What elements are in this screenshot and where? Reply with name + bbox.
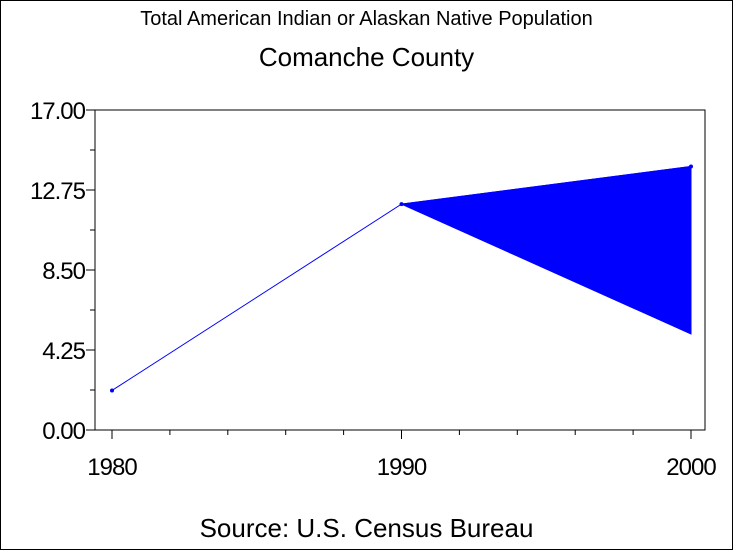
chart-source: Source: U.S. Census Bureau — [199, 513, 534, 543]
x-tick-label: 2000 — [666, 454, 716, 481]
chart-title: Total American Indian or Alaskan Native … — [140, 8, 593, 30]
y-tick-label: 17.00 — [30, 98, 86, 125]
y-tick-label: 12.75 — [30, 178, 86, 205]
data-point — [689, 164, 693, 169]
chart-subtitle: Comanche County — [258, 42, 475, 72]
y-tick-label: 0.00 — [42, 418, 85, 445]
x-tick-label: 1990 — [377, 454, 427, 481]
data-point — [399, 202, 404, 207]
y-tick-label: 4.25 — [42, 338, 85, 365]
filled-band — [399, 165, 692, 335]
data-point — [110, 388, 114, 393]
y-tick-label: 8.50 — [42, 258, 85, 285]
x-tick-label: 1980 — [87, 454, 137, 481]
